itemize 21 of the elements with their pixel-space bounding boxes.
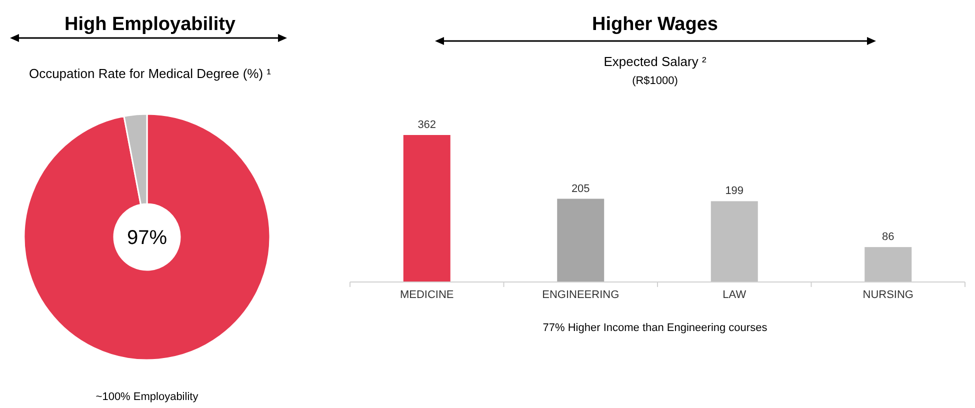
bar [864, 247, 912, 282]
x-tick-label: MEDICINE [400, 289, 454, 301]
chart-subtitle: Expected Salary ² [604, 54, 707, 69]
data-label: 97% [126, 227, 168, 249]
bar [710, 201, 758, 282]
bar [557, 198, 604, 282]
donut-slice [23, 113, 271, 361]
y-axis-title: (R$1000) [632, 75, 678, 87]
chart-subtitle: Occupation Rate for Medical Degree (%) ¹ [28, 66, 272, 81]
x-tick-label: NURSING [862, 289, 914, 301]
text: 77% Higher Income than Engineering courses [542, 322, 768, 334]
text: ~100% Employability [96, 391, 199, 403]
chart-title: Higher Wages [592, 14, 718, 35]
data-label: 362 [418, 119, 436, 131]
x-tick-label: LAW [722, 289, 747, 301]
bar [403, 135, 450, 282]
x-tick-label: ENGINEERING [542, 289, 620, 301]
data-label: 86 [882, 231, 894, 244]
chart-title: High Employability [64, 14, 236, 35]
data-label: 199 [725, 185, 744, 198]
data-label: 205 [571, 182, 590, 195]
